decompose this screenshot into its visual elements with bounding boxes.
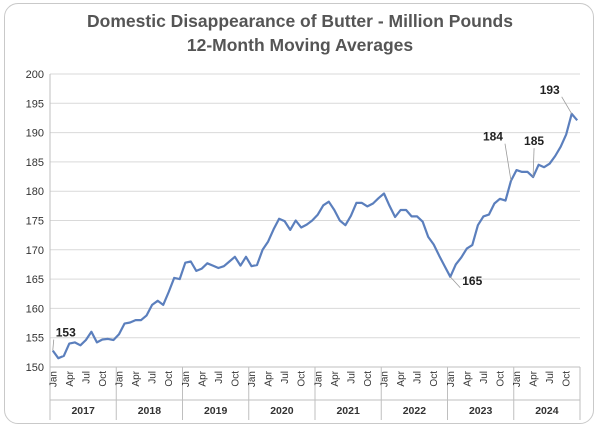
x-tick-label: Jul xyxy=(413,371,424,384)
annotation-label: 165 xyxy=(462,274,482,288)
x-tick-label: Oct xyxy=(230,371,241,387)
annotation-label: 185 xyxy=(524,134,544,148)
y-tick-label: 165 xyxy=(26,274,44,286)
x-tick-label: Jul xyxy=(545,371,556,384)
x-tick-label: Oct xyxy=(164,371,175,387)
x-tick-label: Jan xyxy=(48,371,59,387)
x-tick-label: Jul xyxy=(214,371,225,384)
x-tick-label: Jul xyxy=(346,371,357,384)
x-tick-label: Jul xyxy=(81,371,92,384)
year-label: 2023 xyxy=(469,405,493,417)
year-label: 2017 xyxy=(71,405,95,417)
series-line xyxy=(51,112,579,360)
x-tick-label: Oct xyxy=(562,371,573,387)
x-tick-label: Jan xyxy=(380,371,391,387)
y-tick-label: 180 xyxy=(26,186,44,198)
x-tick-label: Oct xyxy=(495,371,506,387)
annotation-label: 153 xyxy=(56,326,76,340)
y-tick-label: 195 xyxy=(26,98,44,110)
y-tick-label: 185 xyxy=(26,157,44,169)
x-tick-label: Apr xyxy=(330,370,341,386)
y-tick-label: 190 xyxy=(26,128,44,140)
x-tick-label: Apr xyxy=(529,370,540,386)
x-tick-label: Oct xyxy=(297,371,308,387)
x-tick-label: Jan xyxy=(446,371,457,387)
x-tick-label: Jan xyxy=(313,371,324,387)
chart-subtitle: 12-Month Moving Averages xyxy=(186,35,414,55)
y-tick-label: 160 xyxy=(26,303,44,315)
y-tick-label: 175 xyxy=(26,216,44,228)
year-label: 2022 xyxy=(403,405,427,417)
x-tick-label: Oct xyxy=(363,371,374,387)
x-tick-label: Apr xyxy=(264,370,275,386)
x-tick-label: Jan xyxy=(247,371,258,387)
annotation-leader xyxy=(532,148,535,178)
annotation-leader xyxy=(449,276,461,289)
chart-title: Domestic Disappearance of Butter - Milli… xyxy=(87,11,513,31)
x-tick-label: Jan xyxy=(181,371,192,387)
x-tick-label: Apr xyxy=(197,370,208,386)
annotations: 153 165 184 185 193 xyxy=(52,83,573,351)
y-tick-label: 155 xyxy=(26,333,44,345)
x-axis: Jan Apr Jul Oct 2017 Jan Apr Jul Oct 2018 Jan Apr Ju… xyxy=(48,366,581,420)
annotation-leader xyxy=(504,143,512,181)
year-label: 2020 xyxy=(270,405,294,417)
year-label: 2024 xyxy=(535,405,559,417)
x-tick-label: Jul xyxy=(148,371,159,384)
annotation-leader xyxy=(561,96,573,115)
year-label: 2018 xyxy=(138,405,162,417)
x-tick-label: Apr xyxy=(65,370,76,386)
x-tick-label: Apr xyxy=(131,370,142,386)
annotation-label: 193 xyxy=(540,83,560,97)
x-tick-label: Oct xyxy=(98,371,109,387)
y-tick-label: 150 xyxy=(26,362,44,374)
year-label: 2019 xyxy=(204,405,228,417)
x-tick-label: Apr xyxy=(462,370,473,386)
x-tick-label: Jul xyxy=(280,371,291,384)
year-label: 2021 xyxy=(336,405,360,417)
chart-frame xyxy=(4,3,594,424)
x-tick-label: Oct xyxy=(429,371,440,387)
annotation-leader xyxy=(52,339,55,351)
x-tick-label: Jul xyxy=(479,371,490,384)
y-axis-ticks: 150 155 160 165 170 175 180 185 190 195 200 xyxy=(26,69,44,374)
x-tick-label: Jan xyxy=(115,371,126,387)
y-tick-label: 200 xyxy=(26,69,44,81)
y-tick-label: 170 xyxy=(26,245,44,257)
annotation-label: 184 xyxy=(483,130,503,144)
x-tick-label: Jan xyxy=(512,371,523,387)
gridlines xyxy=(49,73,580,368)
x-tick-label: Apr xyxy=(396,370,407,386)
